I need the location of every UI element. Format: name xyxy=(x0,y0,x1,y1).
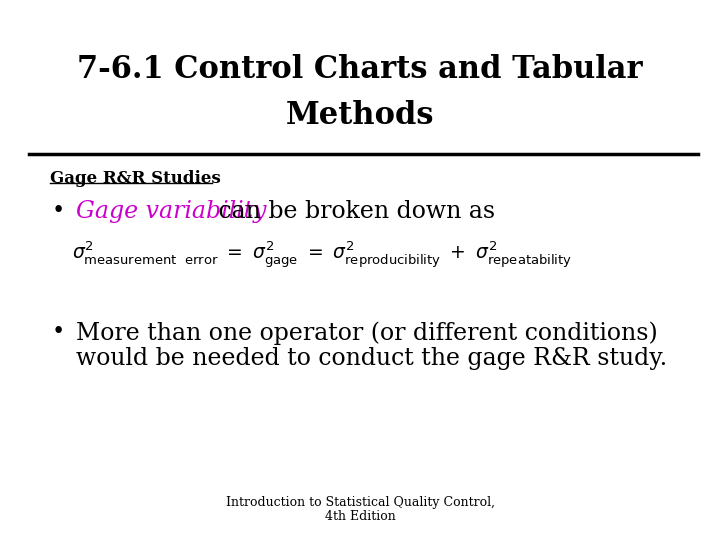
Text: Methods: Methods xyxy=(286,100,434,131)
Text: Introduction to Statistical Quality Control,: Introduction to Statistical Quality Cont… xyxy=(225,496,495,509)
Text: can be broken down as: can be broken down as xyxy=(211,200,495,223)
Text: Gage variability: Gage variability xyxy=(76,200,266,223)
Text: $\sigma^2_{\mathregular{measurement\ \ error}}\ =\ \sigma^2_{\mathregular{gage}}: $\sigma^2_{\mathregular{measurement\ \ e… xyxy=(72,240,572,271)
Text: Gage R&R Studies: Gage R&R Studies xyxy=(50,170,221,187)
Text: •: • xyxy=(52,321,65,343)
Text: •: • xyxy=(52,200,65,222)
Text: More than one operator (or different conditions): More than one operator (or different con… xyxy=(76,321,657,345)
Text: would be needed to conduct the gage R&R study.: would be needed to conduct the gage R&R … xyxy=(76,347,667,370)
Text: 4th Edition: 4th Edition xyxy=(325,510,395,523)
Text: 7-6.1 Control Charts and Tabular: 7-6.1 Control Charts and Tabular xyxy=(77,54,643,85)
